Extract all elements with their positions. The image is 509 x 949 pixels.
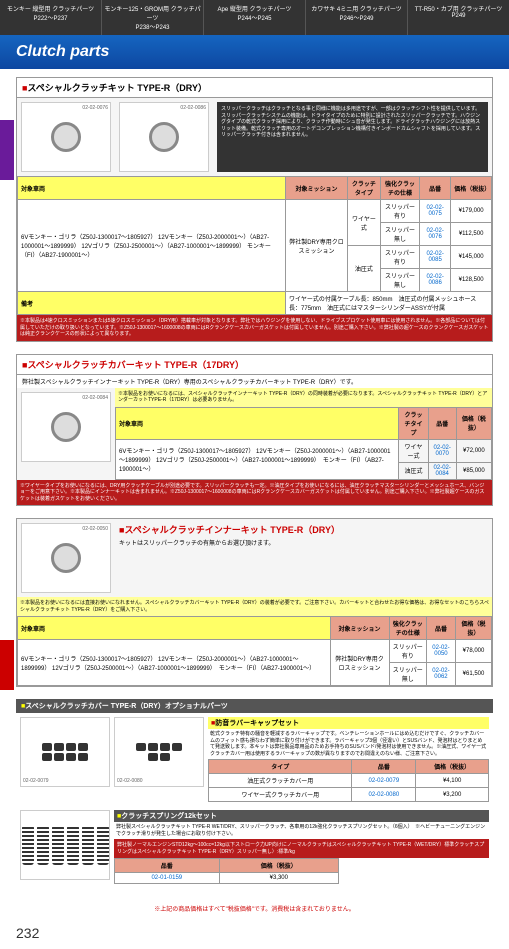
product-image: 02-02-0086: [119, 102, 209, 172]
nav-item[interactable]: モンキー125・GROM用 クラッチパーツP238～P243: [102, 0, 204, 35]
section-clutch-kit: ■スペシャルクラッチキット TYPE-R（DRY） 02-02-0076 02-…: [16, 77, 493, 342]
page-header: Clutch parts: [0, 35, 509, 69]
section-optional: ■スペシャルクラッチカバー TYPE-R（DRY）オプショナルパーツ 02-02…: [16, 699, 493, 888]
warning-note: ※ワイヤータイプをお使いになるには、DRY用クラッチケーブルが別途必要です。スリ…: [17, 480, 492, 506]
side-tab-red: [0, 640, 14, 690]
section-cover-kit: ■スペシャルクラッチカバーキット TYPE-R（17DRY） 弊社製スペシャルク…: [16, 354, 493, 507]
opt-header: ■クラッチスプリング12kセット: [114, 810, 489, 822]
section-title: ■スペシャルクラッチカバーキット TYPE-R（17DRY）: [17, 355, 492, 375]
product-image: 02-02-0076: [21, 102, 111, 172]
nav-item[interactable]: TT-R50・カブ用 クラッチパーツP249: [408, 0, 509, 35]
section-title: ■スペシャルクラッチキット TYPE-R（DRY）: [17, 78, 492, 98]
section-title: ■スペシャルクラッチインナーキット TYPE-R（DRY）: [119, 523, 488, 536]
opt-header: ■防音ラバーキャップセット: [208, 717, 489, 729]
warning-note: 弊社製ノーマルエンジンSTD12kg〜100cc=12kg以下ストローク力UP向…: [114, 839, 489, 858]
spec-table: 対象車両対象ミッションクラッチタイプ強化クラッチの仕様品番価格（税抜） 6Vモン…: [17, 176, 492, 315]
nav-item[interactable]: カワサキ 4ミニ用 クラッチパーツP246～P249: [306, 0, 408, 35]
section-inner-kit: 02-02-0050 ■スペシャルクラッチインナーキット TYPE-R（DRY）…: [16, 518, 493, 687]
warning-note: ※本製品は4速クロスミッションまたは5速クロスミッション（DRY用）搭載車が対象…: [17, 315, 492, 341]
footer-note: ※上記の商品価格はすべて"税抜価格"です。消費税は含まれておりません。: [16, 900, 493, 917]
yellow-note: ※本製品をお使いになるには、スペシャルクラッチインナーキット TYPE-R（DR…: [115, 388, 492, 407]
nav-item[interactable]: Ape 縦型用 クラッチパーツP244～P245: [204, 0, 306, 35]
page-number: 232: [0, 917, 509, 949]
side-tab-purple: [0, 120, 14, 180]
product-image: 02-02-0079: [20, 717, 110, 787]
yellow-note: ※本製品をお使いになるには直接お使いになれません。スペシャルクラッチカバーキット…: [17, 597, 492, 616]
top-navigation: モンキー 縦型用 クラッチパーツP222～P237 モンキー125・GROM用 …: [0, 0, 509, 35]
description: 弊社製スペシャルクラッチキット TYPE-R WET/DRY、スリッパークラッチ…: [114, 822, 489, 839]
subtitle: 弊社製スペシャルクラッチインナーキット TYPE-R（DRY）専用のスペシャルク…: [17, 375, 492, 388]
description: キットはスリッパークラッチの有無からお選び頂けます。: [119, 536, 488, 549]
description: スリッパークラッチはクラッチとなる事と同様に機能は多用途ですが、一部はクラッチシ…: [217, 102, 488, 172]
section-title: ■スペシャルクラッチカバー TYPE-R（DRY）オプショナルパーツ: [16, 699, 493, 713]
description: 乾式クラッチ特有の騒音を軽減するラバーキャップです。ベンチレーションホールにはめ…: [208, 729, 489, 759]
nav-item[interactable]: モンキー 縦型用 クラッチパーツP222～P237: [0, 0, 102, 35]
product-image: 02-02-0084: [21, 392, 111, 462]
product-image: 02-02-0080: [114, 717, 204, 787]
product-image: [20, 810, 110, 880]
product-image: 02-02-0050: [21, 523, 111, 593]
